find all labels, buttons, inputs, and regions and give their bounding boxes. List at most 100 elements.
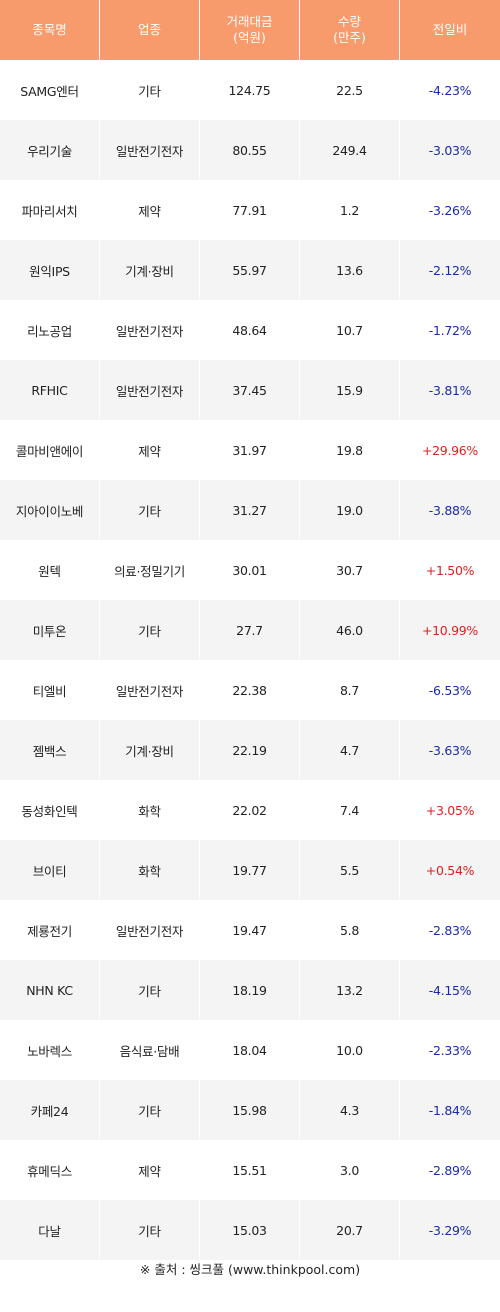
table-row: 우리기술 일반전기전자 80.55 249.4 -3.03%: [0, 120, 500, 180]
cell-change: -1.84%: [400, 1080, 500, 1140]
cell-name: 티엘비: [0, 660, 100, 720]
cell-name: 제룡전기: [0, 900, 100, 960]
cell-sector: 기타: [100, 480, 200, 540]
table-body: SAMG엔터 기타 124.75 22.5 -4.23% 우리기술 일반전기전자 80.55 2…: [0, 60, 500, 1260]
table-row: 원익IPS 기계·장비 55.97 13.6 -2.12%: [0, 240, 500, 300]
cell-amount: 22.38: [200, 660, 300, 720]
cell-volume: 19.8: [300, 420, 400, 480]
cell-change: -3.88%: [400, 480, 500, 540]
cell-amount: 18.19: [200, 960, 300, 1020]
cell-sector: 기타: [100, 1080, 200, 1140]
cell-volume: 30.7: [300, 540, 400, 600]
cell-sector: 기계·장비: [100, 720, 200, 780]
header-name: 종목명: [0, 0, 100, 60]
cell-name: 콜마비앤에이: [0, 420, 100, 480]
table-row: 노바렉스 음식료·담배 18.04 10.0 -2.33%: [0, 1020, 500, 1080]
cell-sector: 음식료·담배: [100, 1020, 200, 1080]
header-amount-line1: 거래대금: [226, 14, 273, 29]
cell-volume: 13.6: [300, 240, 400, 300]
table-row: 브이티 화학 19.77 5.5 +0.54%: [0, 840, 500, 900]
table-row: NHN KC 기타 18.19 13.2 -4.15%: [0, 960, 500, 1020]
cell-amount: 22.19: [200, 720, 300, 780]
stock-table: 종목명 업종 거래대금 (억원) 수량 (만주) 전일비 SAMG엔터 기타 124.7…: [0, 0, 500, 1260]
cell-volume: 15.9: [300, 360, 400, 420]
cell-amount: 15.03: [200, 1200, 300, 1260]
header-sector: 업종: [100, 0, 200, 60]
header-volume-line1: 수량: [337, 14, 361, 29]
cell-sector: 기타: [100, 1200, 200, 1260]
cell-name: 젬백스: [0, 720, 100, 780]
cell-change: -4.15%: [400, 960, 500, 1020]
cell-volume: 10.7: [300, 300, 400, 360]
cell-change: -6.53%: [400, 660, 500, 720]
cell-volume: 4.3: [300, 1080, 400, 1140]
cell-amount: 80.55: [200, 120, 300, 180]
cell-amount: 30.01: [200, 540, 300, 600]
cell-change: -3.26%: [400, 180, 500, 240]
cell-change: +29.96%: [400, 420, 500, 480]
table-row: 지아이이노베 기타 31.27 19.0 -3.88%: [0, 480, 500, 540]
header-volume: 수량 (만주): [300, 0, 400, 60]
cell-sector: 의료·정밀기기: [100, 540, 200, 600]
cell-amount: 19.47: [200, 900, 300, 960]
cell-sector: 기타: [100, 60, 200, 120]
cell-change: -3.63%: [400, 720, 500, 780]
cell-name: 리노공업: [0, 300, 100, 360]
cell-change: -2.33%: [400, 1020, 500, 1080]
cell-amount: 31.97: [200, 420, 300, 480]
cell-sector: 기타: [100, 960, 200, 1020]
cell-amount: 77.91: [200, 180, 300, 240]
cell-change: +0.54%: [400, 840, 500, 900]
table-row: 카페24 기타 15.98 4.3 -1.84%: [0, 1080, 500, 1140]
cell-volume: 4.7: [300, 720, 400, 780]
table-row: 티엘비 일반전기전자 22.38 8.7 -6.53%: [0, 660, 500, 720]
cell-name: NHN KC: [0, 960, 100, 1020]
cell-name: 지아이이노베: [0, 480, 100, 540]
table-row: 파마리서치 제약 77.91 1.2 -3.26%: [0, 180, 500, 240]
cell-change: -2.89%: [400, 1140, 500, 1200]
cell-sector: 화학: [100, 780, 200, 840]
cell-volume: 10.0: [300, 1020, 400, 1080]
cell-change: -2.12%: [400, 240, 500, 300]
cell-amount: 55.97: [200, 240, 300, 300]
table-row: 리노공업 일반전기전자 48.64 10.7 -1.72%: [0, 300, 500, 360]
cell-volume: 249.4: [300, 120, 400, 180]
header-amount-line2: (억원): [233, 30, 266, 45]
cell-change: -3.29%: [400, 1200, 500, 1260]
cell-volume: 8.7: [300, 660, 400, 720]
header-change: 전일비: [400, 0, 500, 60]
cell-sector: 제약: [100, 180, 200, 240]
cell-change: +3.05%: [400, 780, 500, 840]
cell-amount: 19.77: [200, 840, 300, 900]
header-row: 종목명 업종 거래대금 (억원) 수량 (만주) 전일비: [0, 0, 500, 60]
header-volume-line2: (만주): [333, 30, 366, 45]
cell-volume: 19.0: [300, 480, 400, 540]
cell-amount: 15.98: [200, 1080, 300, 1140]
cell-amount: 22.02: [200, 780, 300, 840]
cell-volume: 5.5: [300, 840, 400, 900]
cell-name: 동성화인텍: [0, 780, 100, 840]
cell-change: +1.50%: [400, 540, 500, 600]
source-footer: ※ 출처 : 씽크풀 (www.thinkpool.com): [139, 1262, 361, 1277]
table-row: 제룡전기 일반전기전자 19.47 5.8 -2.83%: [0, 900, 500, 960]
cell-amount: 124.75: [200, 60, 300, 120]
cell-name: RFHIC: [0, 360, 100, 420]
cell-change: -3.03%: [400, 120, 500, 180]
cell-sector: 제약: [100, 420, 200, 480]
table-header: 종목명 업종 거래대금 (억원) 수량 (만주) 전일비: [0, 0, 500, 60]
table-row: 동성화인텍 화학 22.02 7.4 +3.05%: [0, 780, 500, 840]
cell-sector: 일반전기전자: [100, 300, 200, 360]
cell-name: 다날: [0, 1200, 100, 1260]
cell-amount: 27.7: [200, 600, 300, 660]
cell-sector: 기타: [100, 600, 200, 660]
cell-change: +10.99%: [400, 600, 500, 660]
cell-name: SAMG엔터: [0, 60, 100, 120]
cell-name: 브이티: [0, 840, 100, 900]
cell-amount: 48.64: [200, 300, 300, 360]
cell-name: 미투온: [0, 600, 100, 660]
cell-name: 휴메딕스: [0, 1140, 100, 1200]
cell-name: 파마리서치: [0, 180, 100, 240]
cell-change: -3.81%: [400, 360, 500, 420]
cell-name: 우리기술: [0, 120, 100, 180]
table-row: 휴메딕스 제약 15.51 3.0 -2.89%: [0, 1140, 500, 1200]
